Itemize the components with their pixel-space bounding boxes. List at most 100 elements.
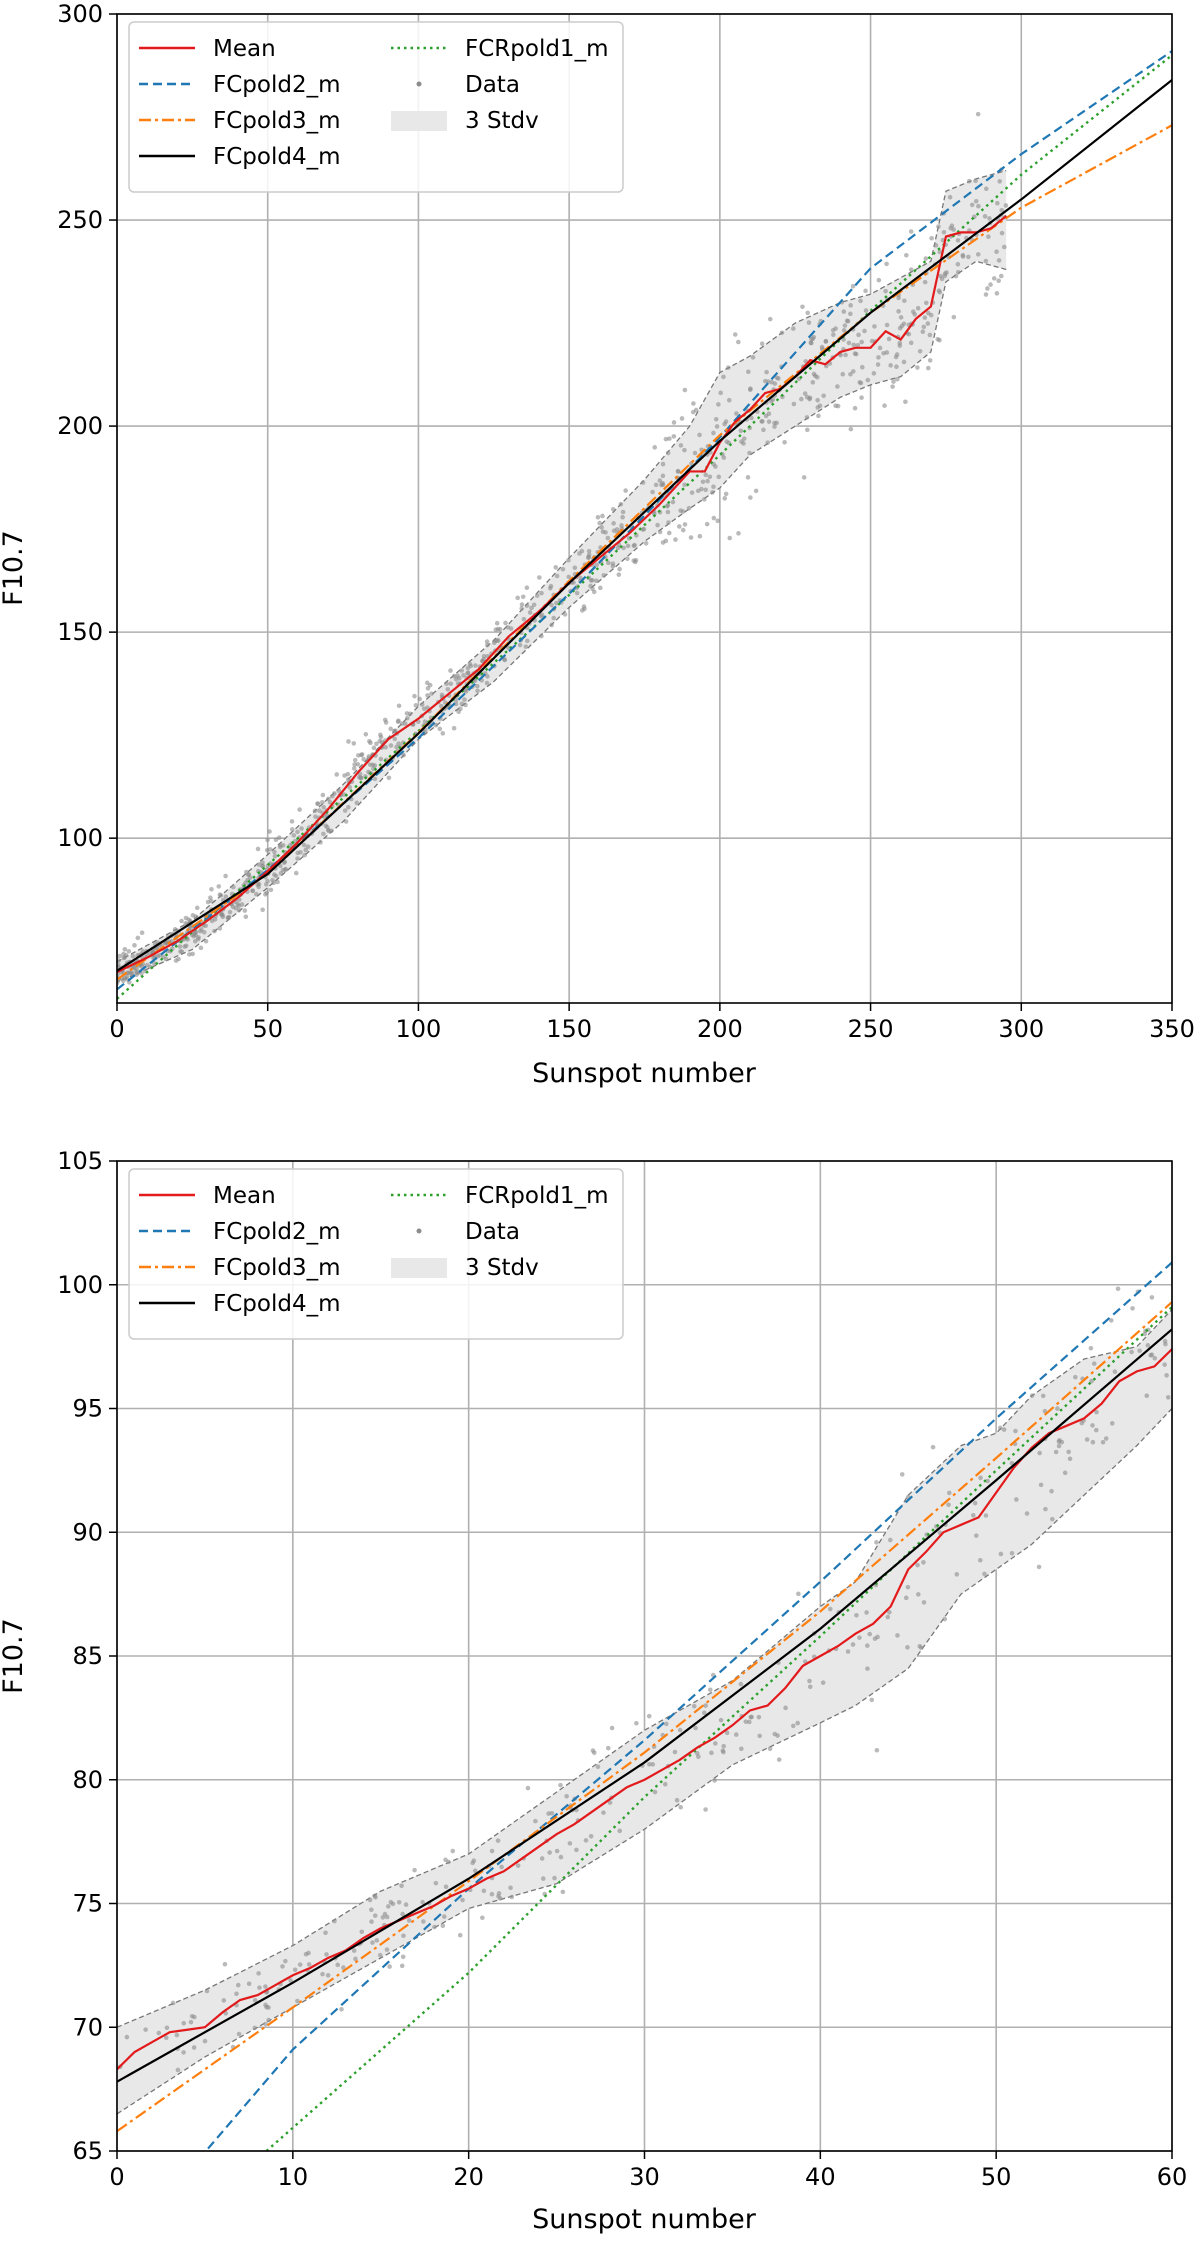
data-point — [586, 554, 591, 560]
data-point — [1062, 1470, 1068, 1476]
data-point — [705, 478, 710, 484]
data-point — [663, 1721, 669, 1727]
data-point — [1088, 1345, 1094, 1351]
data-point — [741, 436, 747, 441]
data-point — [937, 337, 942, 343]
data-point — [378, 756, 384, 762]
data-point — [387, 1964, 392, 1969]
data-point — [403, 1902, 409, 1907]
data-point — [319, 799, 325, 805]
data-point — [978, 1475, 983, 1481]
data-point — [899, 1472, 905, 1477]
data-point — [172, 927, 178, 932]
data-point — [673, 537, 678, 542]
data-point — [746, 369, 751, 375]
data-point — [848, 303, 853, 308]
legend-label: Data — [465, 1219, 520, 1245]
plot-frame — [116, 13, 1173, 1004]
data-point — [767, 316, 773, 322]
data-point — [363, 731, 369, 737]
data-point — [850, 369, 856, 374]
data-point — [554, 1848, 560, 1854]
data-point — [790, 326, 796, 331]
data-point — [640, 480, 646, 485]
data-point — [859, 395, 864, 400]
x-axis-label: Sunspot number — [532, 1058, 757, 1089]
data-point — [313, 814, 318, 820]
data-point — [384, 1947, 390, 1952]
data-point — [519, 602, 525, 607]
data-point — [1073, 1374, 1078, 1380]
data-point — [396, 703, 402, 709]
data-point — [396, 741, 401, 746]
data-point — [400, 1911, 405, 1917]
data-point — [202, 2038, 208, 2044]
data-point — [508, 626, 514, 631]
data-point — [353, 1956, 358, 1962]
data-point — [895, 1633, 900, 1638]
data-point — [1149, 1352, 1155, 1357]
data-point — [139, 930, 145, 936]
data-point — [394, 744, 399, 750]
data-point — [617, 1828, 623, 1834]
data-point — [835, 403, 841, 409]
data-point — [552, 1875, 557, 1881]
data-point — [819, 344, 825, 350]
data-point — [122, 946, 128, 952]
legend-box — [128, 21, 624, 193]
data-point — [306, 1962, 312, 1967]
data-point — [359, 752, 365, 757]
data-point — [970, 1513, 976, 1518]
data-point — [441, 1914, 447, 1919]
data-point — [293, 870, 299, 876]
data-point — [323, 823, 329, 828]
y-tick-label: 80 — [72, 1766, 103, 1794]
data-point — [869, 338, 875, 344]
data-point — [370, 762, 376, 768]
data-point — [853, 351, 859, 357]
data-point — [657, 529, 663, 535]
data-point — [663, 436, 669, 442]
data-point — [497, 1896, 503, 1901]
data-point — [598, 585, 603, 591]
data-point — [484, 642, 490, 648]
data-point — [772, 424, 777, 429]
data-point — [986, 234, 991, 240]
data-point — [855, 343, 861, 348]
data-point — [523, 644, 529, 649]
data-point — [537, 575, 542, 580]
data-point — [260, 907, 265, 913]
data-point — [721, 1749, 726, 1755]
data-point — [1152, 1355, 1158, 1361]
data-point — [203, 938, 209, 944]
data-point — [905, 1645, 910, 1650]
data-point — [851, 342, 856, 348]
data-point — [212, 917, 218, 922]
data-point — [921, 1560, 926, 1565]
data-point — [1037, 1450, 1042, 1456]
data-point — [884, 261, 889, 267]
data-point — [388, 726, 393, 732]
data-point — [1112, 1369, 1118, 1374]
data-point — [174, 2032, 180, 2038]
series-line-fcrpold1_m — [117, 54, 1172, 1000]
data-point — [392, 736, 398, 742]
data-point — [650, 489, 655, 495]
data-point — [425, 693, 430, 698]
data-point — [515, 1863, 521, 1868]
data-point — [554, 600, 559, 606]
data-point — [234, 1991, 239, 1997]
data-point — [143, 2027, 148, 2032]
data-point — [738, 428, 744, 434]
data-point — [392, 728, 397, 734]
data-point — [117, 958, 122, 963]
data-point — [134, 970, 140, 976]
data-point — [367, 738, 372, 744]
data-point — [806, 320, 812, 325]
data-point — [494, 620, 500, 626]
data-point — [682, 482, 687, 488]
data-point — [295, 856, 300, 861]
data-point — [620, 514, 625, 520]
data-point — [219, 912, 225, 917]
data-point — [145, 962, 150, 968]
